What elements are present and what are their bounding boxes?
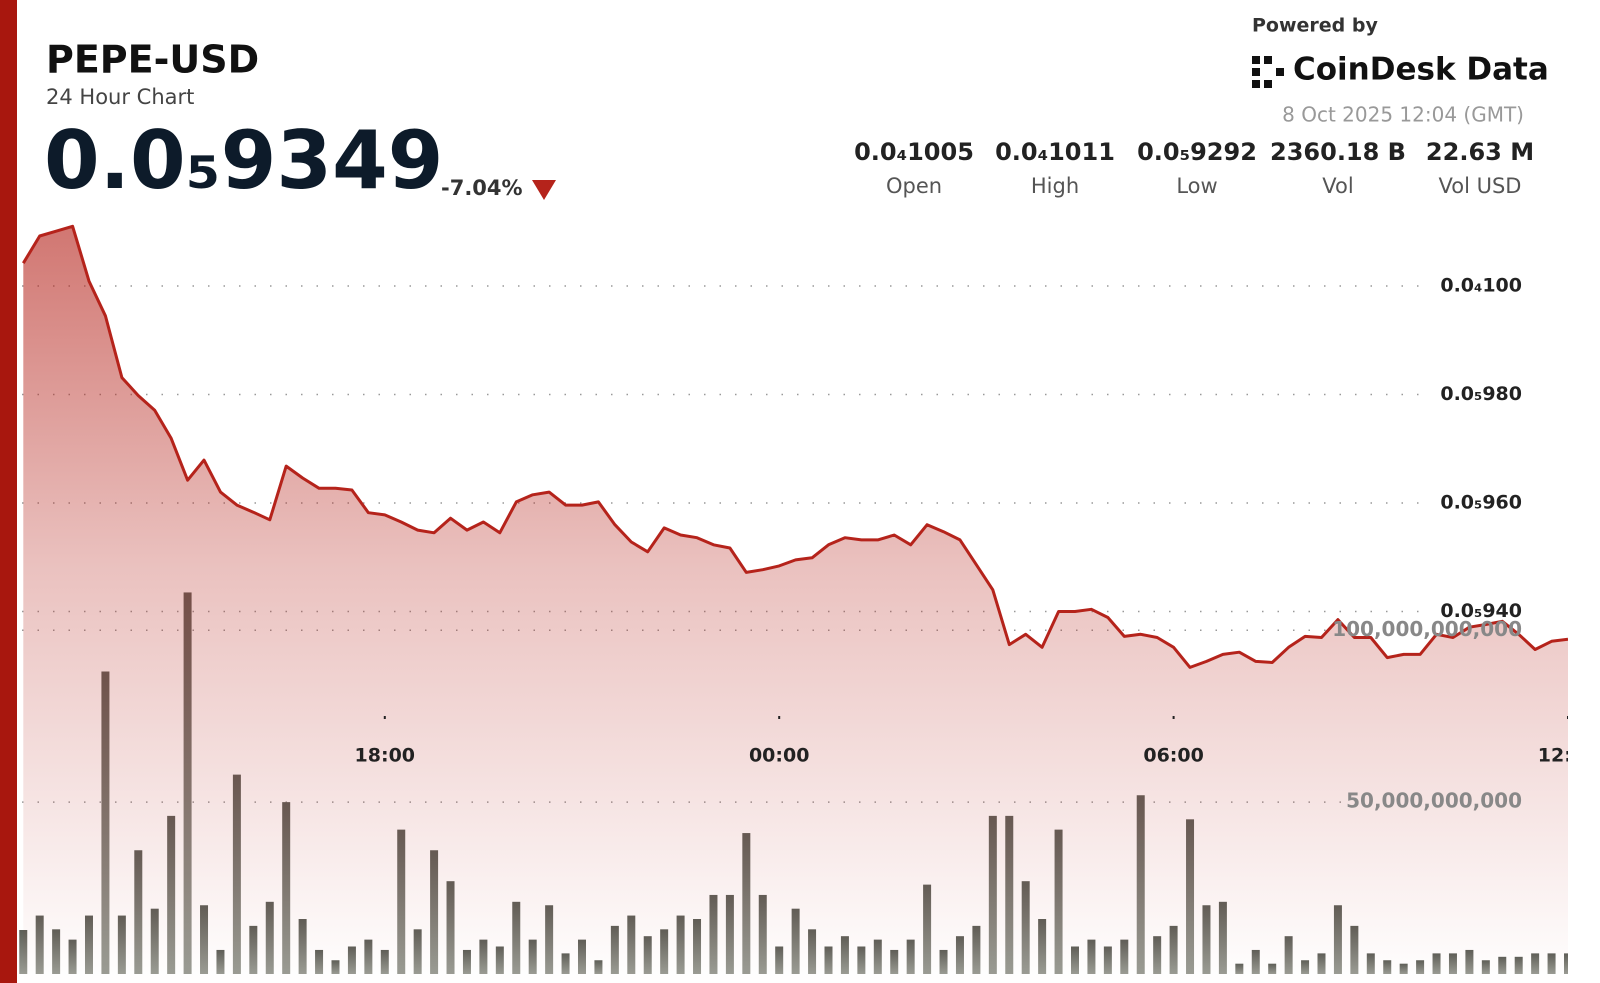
stat-label: Low bbox=[1176, 174, 1217, 198]
x-tick-label: 06:00 bbox=[1143, 745, 1203, 767]
accent-bar bbox=[0, 0, 17, 983]
symbol: PEPE-USD bbox=[46, 38, 259, 82]
y-tick-label: 0.0₄100 bbox=[1440, 274, 1522, 296]
y-tick-label: 0.0₅940 bbox=[1440, 600, 1522, 622]
stat-value: 0.0₄1005 bbox=[854, 138, 974, 166]
x-tick-label: 00:00 bbox=[749, 745, 809, 767]
down-arrow bbox=[532, 180, 556, 200]
stat-label: Open bbox=[886, 174, 942, 198]
price: 0.0₅9349 bbox=[44, 114, 443, 207]
stat-value: 0.0₅9292 bbox=[1137, 138, 1257, 166]
volume-bar bbox=[19, 930, 28, 974]
stat-label: High bbox=[1031, 174, 1079, 198]
subtitle: 24 Hour Chart bbox=[46, 85, 194, 109]
x-tick-label: 18:00 bbox=[355, 745, 415, 767]
stats: 0.0₄1005 Open 0.0₄1011 High 0.0₅9292 Low 2360.… bbox=[854, 138, 1534, 198]
price-area bbox=[23, 226, 1568, 983]
timestamp: 8 Oct 2025 12:04 (GMT) bbox=[1282, 103, 1524, 127]
brand-logo bbox=[1252, 56, 1284, 88]
stat-value: 2360.18 B bbox=[1270, 138, 1406, 166]
powered-by: Powered by bbox=[1252, 15, 1378, 37]
price-line bbox=[22, 224, 1568, 669]
brand: CoinDesk Data bbox=[1293, 52, 1549, 88]
plot-area: 18:00 00:00 06:00 12:00 bbox=[19, 224, 1598, 983]
y2-tick-label: 50,000,000,000 bbox=[1346, 789, 1522, 813]
stat-label: Vol bbox=[1322, 174, 1353, 198]
y-tick-label: 0.0₅960 bbox=[1440, 491, 1522, 513]
change: -7.04% bbox=[441, 176, 523, 200]
stat-value: 22.63 M bbox=[1426, 138, 1534, 166]
y-tick-label: 0.0₅980 bbox=[1440, 383, 1522, 405]
y2-tick-label: 100,000,000,000 bbox=[1332, 617, 1522, 641]
x-tick-label: 12:00 bbox=[1538, 745, 1598, 767]
stat-label: Vol USD bbox=[1439, 174, 1522, 198]
stat-value: 0.0₄1011 bbox=[995, 138, 1115, 166]
